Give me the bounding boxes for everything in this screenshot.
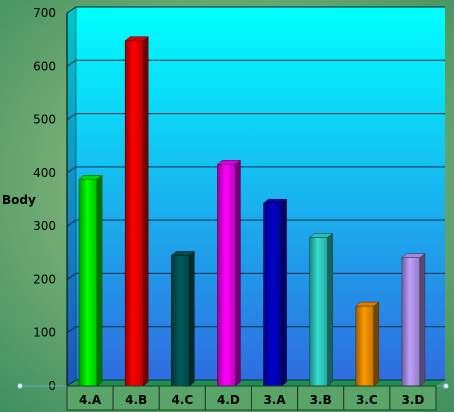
bar-side bbox=[281, 198, 287, 387]
gridline bbox=[66, 113, 445, 120]
bar-front bbox=[355, 305, 375, 387]
bar-side bbox=[96, 174, 103, 387]
bar-top bbox=[308, 233, 334, 238]
bars bbox=[78, 36, 426, 387]
bar-top bbox=[170, 251, 196, 256]
bar-4.D bbox=[216, 159, 242, 387]
bar-front bbox=[401, 257, 421, 387]
bar-top bbox=[78, 175, 103, 180]
bar-front bbox=[217, 164, 236, 387]
gridline bbox=[66, 59, 445, 67]
y-tick-label: 400 bbox=[33, 166, 56, 180]
category-axis: 4.A 4.B 4.C 4.D 3.A 3.B 3.C 3.D bbox=[17, 383, 449, 411]
y-tick-label: 600 bbox=[33, 59, 56, 73]
bar-front bbox=[124, 40, 144, 387]
gridline bbox=[66, 219, 445, 227]
x-tick-label: 4.D bbox=[217, 393, 240, 407]
bar-front bbox=[78, 178, 98, 387]
y-axis-title: Body bbox=[2, 193, 36, 207]
category-cell bbox=[204, 385, 252, 411]
y-tick-label: 500 bbox=[33, 113, 56, 127]
x-tick-label: 4.C bbox=[171, 393, 193, 407]
bar-3.C bbox=[355, 301, 380, 387]
bar-side bbox=[142, 36, 149, 387]
category-cell bbox=[112, 385, 160, 411]
bar-front bbox=[263, 202, 282, 387]
bar-3.A bbox=[262, 198, 288, 387]
y-tick-label: 300 bbox=[33, 219, 56, 233]
bar-side bbox=[327, 232, 333, 387]
gridline bbox=[66, 166, 445, 174]
x-tick-label: 3.A bbox=[263, 393, 286, 407]
bar-3.D bbox=[401, 253, 426, 387]
bar-side bbox=[373, 301, 380, 387]
category-cell bbox=[251, 385, 299, 411]
bar-4.A bbox=[78, 174, 103, 387]
gridlines bbox=[66, 6, 445, 387]
y-tick-label: 700 bbox=[33, 6, 56, 20]
plot-area bbox=[66, 6, 445, 387]
bar-3.B bbox=[308, 232, 334, 387]
x-tick-label: 4.A bbox=[79, 393, 102, 407]
bar-top bbox=[216, 160, 242, 165]
bar-front bbox=[171, 255, 190, 387]
bar-side bbox=[419, 253, 426, 387]
bar-side bbox=[189, 250, 195, 387]
bar-side bbox=[235, 159, 241, 387]
bar-4.B bbox=[124, 36, 149, 387]
bar-front bbox=[309, 237, 328, 387]
y-tick-label: 200 bbox=[33, 272, 56, 286]
x-tick-label: 4.B bbox=[125, 393, 147, 407]
x-tick-label: 3.C bbox=[356, 393, 378, 407]
bar-top bbox=[262, 198, 288, 204]
bar-top bbox=[401, 253, 426, 258]
x-tick-label: 3.D bbox=[402, 393, 425, 407]
gridline bbox=[66, 6, 445, 14]
x-tick-label: 3.B bbox=[310, 393, 332, 407]
y-tick-label: 100 bbox=[33, 326, 56, 340]
bar-top bbox=[355, 301, 380, 307]
category-cell bbox=[66, 385, 114, 411]
axis-handle-left bbox=[17, 383, 23, 389]
plot-floor bbox=[67, 380, 445, 386]
category-cell bbox=[389, 385, 437, 411]
axis-handle-right bbox=[443, 383, 449, 389]
bar-top bbox=[124, 36, 149, 41]
bar-4.C bbox=[170, 250, 196, 387]
